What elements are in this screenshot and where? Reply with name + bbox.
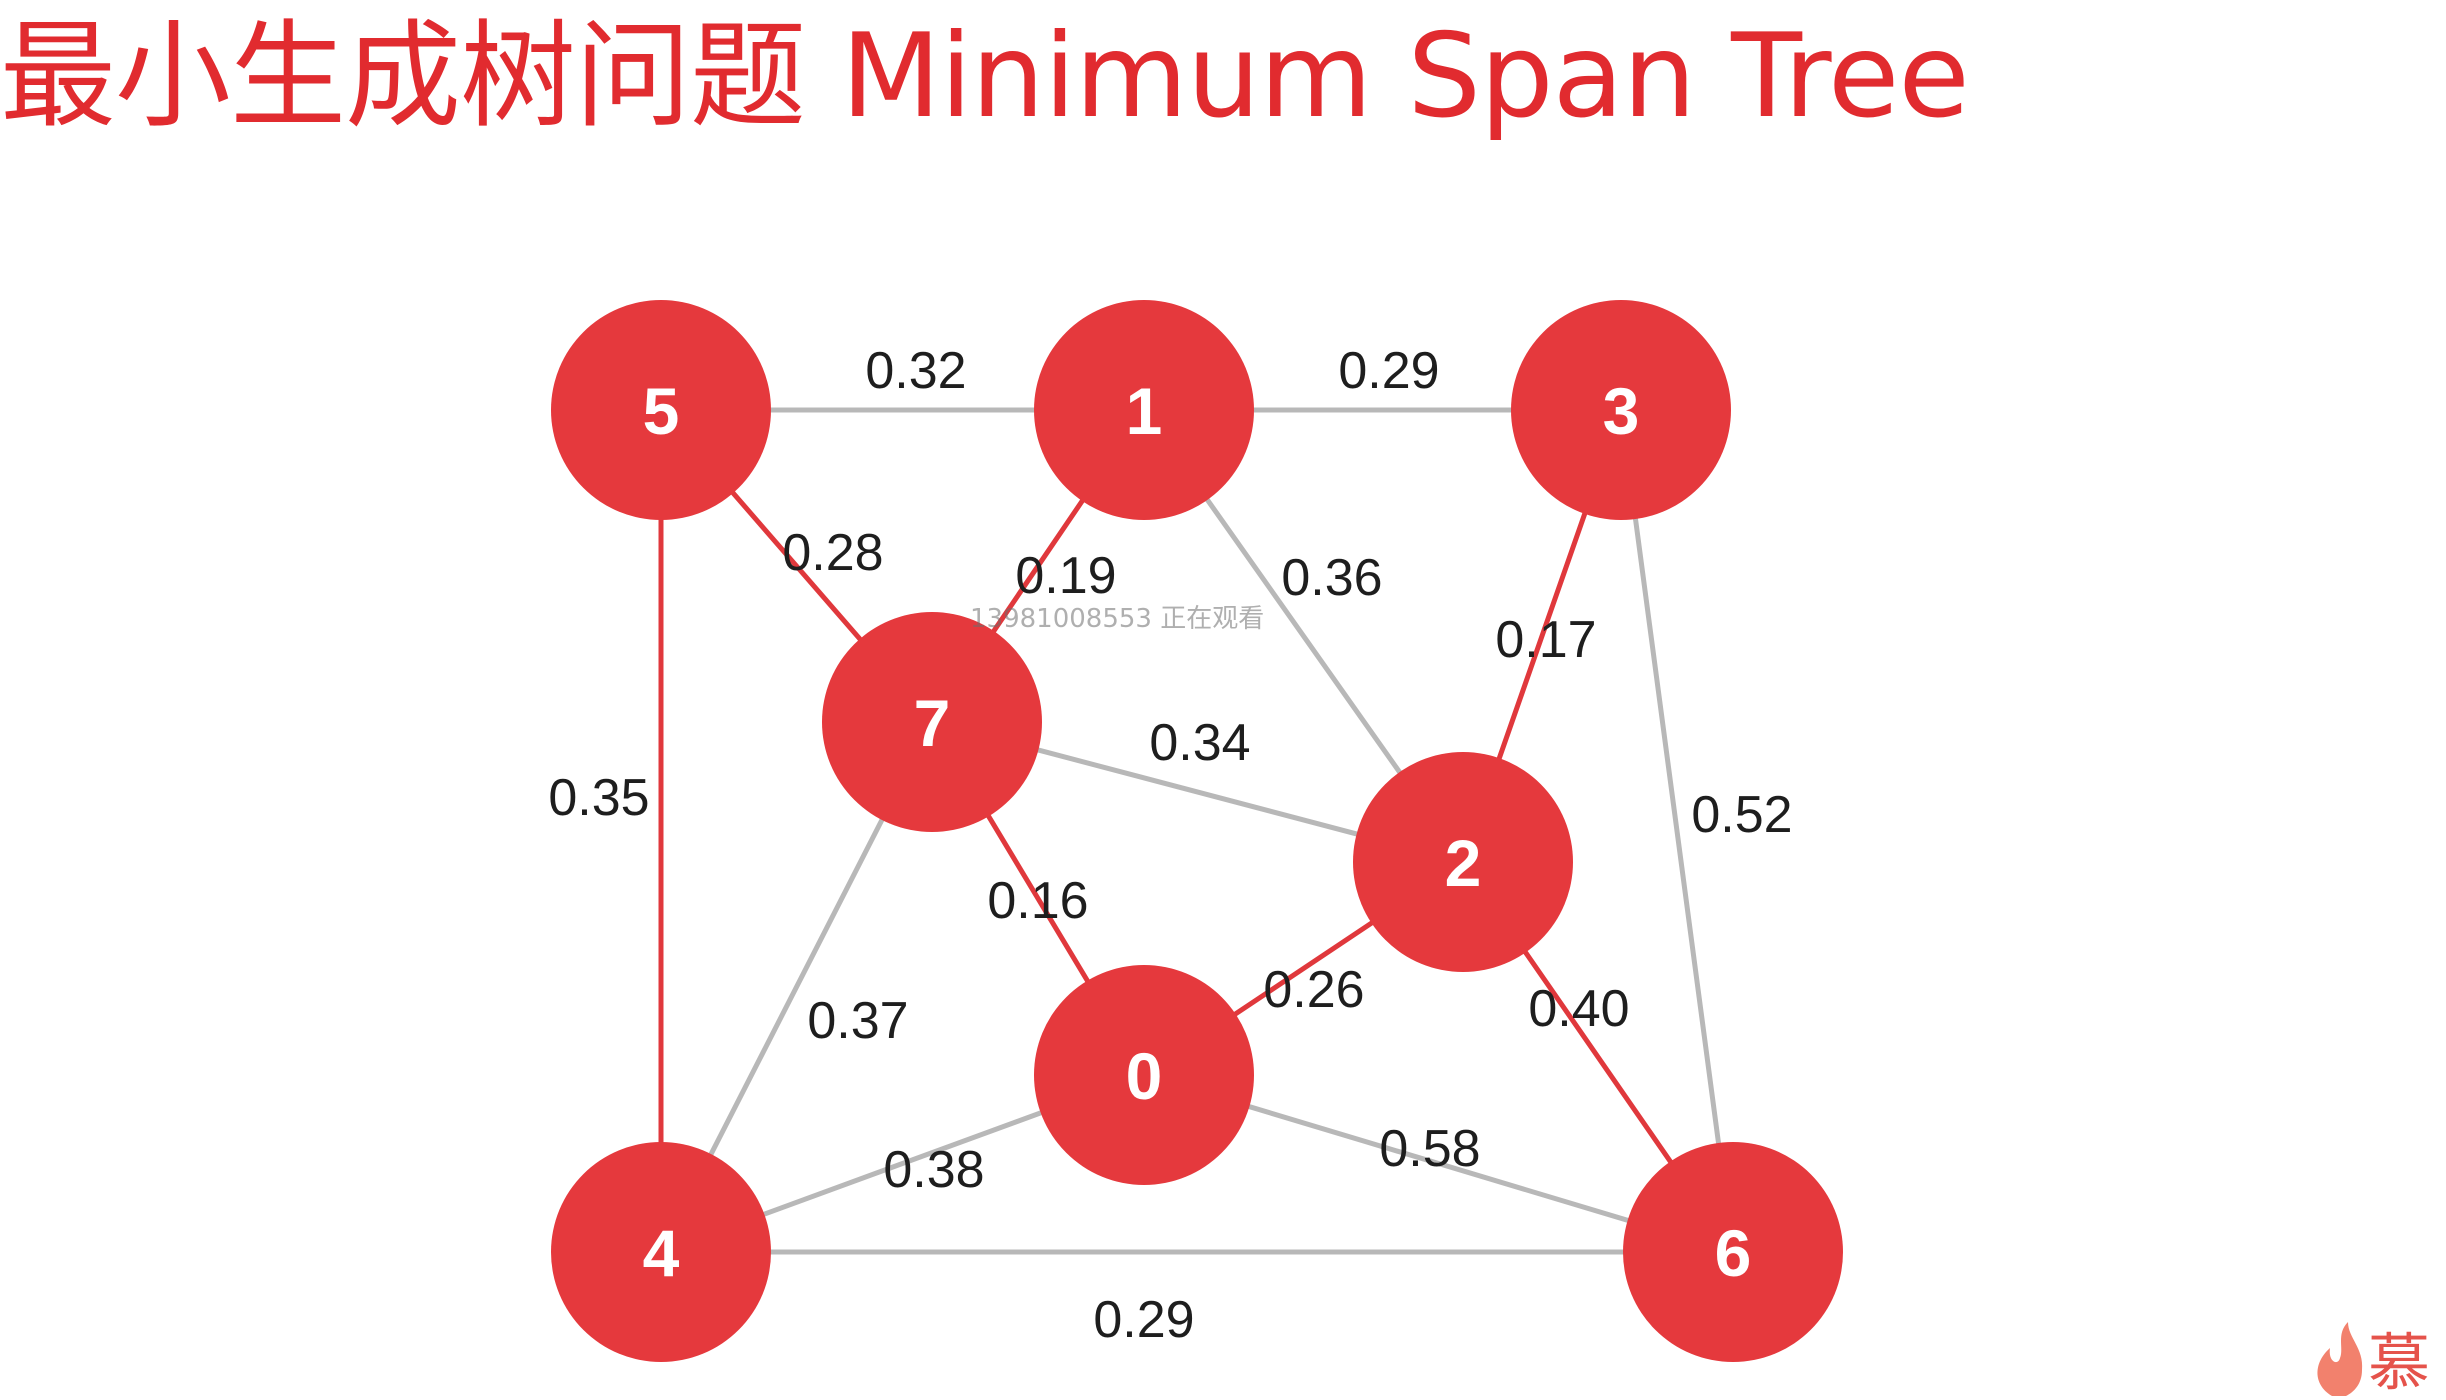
edge-labels-layer: 0.32 0.29 0.36 0.34 0.37 0.38 0.58 0.29 0.52 0.28… — [548, 342, 1792, 1349]
node-label: 6 — [1715, 1216, 1752, 1290]
node-circle — [1511, 300, 1731, 520]
node-label: 5 — [643, 374, 680, 448]
edge-weight-label: 0.29 — [1338, 342, 1439, 400]
edge-weight-label: 0.58 — [1379, 1120, 1480, 1178]
node-circle — [1034, 965, 1254, 1185]
node-circle — [551, 1142, 771, 1362]
graph-node-6: 6 — [1623, 1142, 1843, 1362]
graph-node-3: 3 — [1511, 300, 1731, 520]
node-circle — [1034, 300, 1254, 520]
edge-weight-label: 0.52 — [1691, 786, 1792, 844]
edge-weight-label: 0.38 — [883, 1141, 984, 1199]
slide-title: 最小生成树问题 Minimum Span Tree — [0, 9, 1970, 144]
edge-weight-label: 0.16 — [987, 872, 1088, 930]
node-label: 3 — [1603, 374, 1640, 448]
edge-weight-label: 0.36 — [1281, 549, 1382, 607]
node-label: 1 — [1126, 374, 1163, 448]
edge-weight-label: 0.32 — [865, 342, 966, 400]
edge-weight-label: 0.19 — [1015, 547, 1116, 605]
edge-weight-label: 0.37 — [807, 992, 908, 1050]
edge-weight-label: 0.28 — [782, 524, 883, 582]
graph-node-7: 7 — [822, 612, 1042, 832]
node-label: 7 — [914, 686, 951, 760]
viewer-watermark: 13981008553 正在观看 — [970, 604, 1265, 634]
edge-weight-label: 0.17 — [1495, 611, 1596, 669]
logo-char: 慕 — [2368, 1326, 2430, 1396]
node-circle — [1353, 752, 1573, 972]
edge-weight-label: 0.34 — [1149, 714, 1250, 772]
nodes-layer: 0 1 2 3 4 5 6 7 — [551, 300, 1843, 1362]
node-label: 2 — [1445, 826, 1482, 900]
node-label: 4 — [643, 1216, 680, 1290]
edge-weight-label: 0.40 — [1528, 980, 1629, 1038]
flame-shape — [2317, 1322, 2363, 1396]
edge-weight-label: 0.35 — [548, 769, 649, 827]
node-circle — [822, 612, 1042, 832]
node-circle — [551, 300, 771, 520]
edge-weight-label: 0.26 — [1263, 961, 1364, 1019]
edge-3-6 — [1618, 407, 1736, 1255]
flame-logo-icon: 慕 — [2310, 1318, 2446, 1399]
graph-node-4: 4 — [551, 1142, 771, 1362]
graph-node-0: 0 — [1034, 965, 1254, 1185]
edge-weight-label: 0.29 — [1093, 1291, 1194, 1349]
graph-node-5: 5 — [551, 300, 771, 520]
graph-node-2: 2 — [1353, 752, 1573, 972]
node-circle — [1623, 1142, 1843, 1362]
node-label: 0 — [1126, 1039, 1163, 1113]
graph-node-1: 1 — [1034, 300, 1254, 520]
